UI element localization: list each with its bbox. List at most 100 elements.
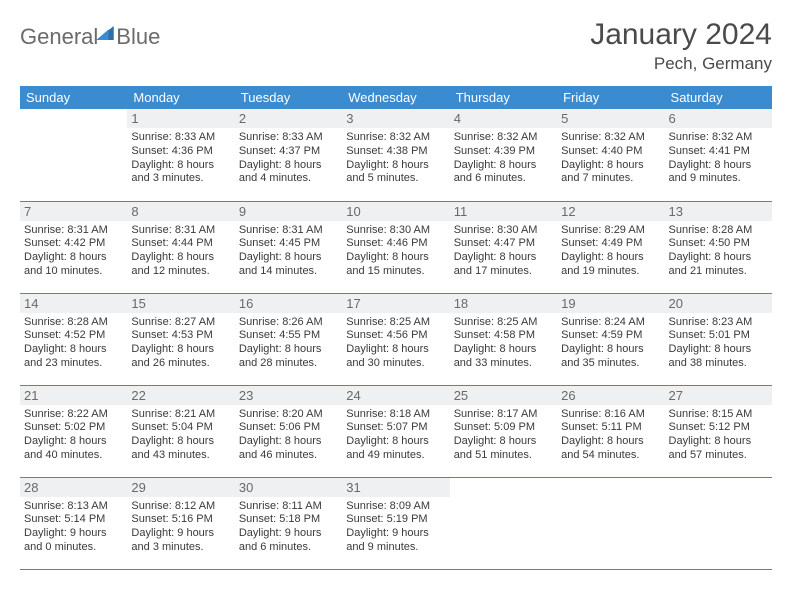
calendar-cell: 17 Sunrise: 8:25 AMSunset: 4:56 PMDayligh…	[342, 293, 449, 385]
calendar-cell: 24Sunrise: 8:18 AMSunset: 5:07 PMDayligh…	[342, 385, 449, 477]
day-lines: Sunrise: 8:32 AMSunset: 4:39 PMDaylight:…	[454, 131, 553, 186]
day-number: 7	[20, 202, 127, 221]
calendar-cell: 3 Sunrise: 8:32 AMSunset: 4:38 PMDaylight…	[342, 109, 449, 201]
calendar-cell: 27 Sunrise: 8:15 AMSunset: 5:12 PMDayligh…	[665, 385, 772, 477]
day-number: 3	[342, 109, 449, 128]
calendar-body: 1 Sunrise: 8:33 AMSunset: 4:36 PMDaylight…	[20, 109, 772, 569]
weekday-header: Tuesday	[235, 86, 342, 109]
day-number: 26	[557, 386, 664, 405]
day-lines: Sunrise: 8:12 AMSunset: 5:16 PMDaylight:…	[131, 500, 230, 555]
calendar-cell	[450, 477, 557, 569]
day-lines: Sunrise: 8:31 AMSunset: 4:45 PMDaylight:…	[239, 224, 338, 279]
weekday-header: Sunday	[20, 86, 127, 109]
calendar-cell: 14 Sunrise: 8:28 AMSunset: 4:52 PMDayligh…	[20, 293, 127, 385]
day-lines: Sunrise: 8:28 AMSunset: 4:52 PMDaylight:…	[24, 316, 123, 371]
calendar-week-row: 28Sunrise: 8:13 AMSunset: 5:14 PMDayligh…	[20, 477, 772, 569]
day-lines: Sunrise: 8:24 AMSunset: 4:59 PMDaylight:…	[561, 316, 660, 371]
calendar-cell: 2 Sunrise: 8:33 AMSunset: 4:37 PMDaylight…	[235, 109, 342, 201]
day-lines: Sunrise: 8:16 AMSunset: 5:11 PMDaylight:…	[561, 408, 660, 463]
day-lines: Sunrise: 8:17 AMSunset: 5:09 PMDaylight:…	[454, 408, 553, 463]
calendar-cell	[20, 109, 127, 201]
day-lines: Sunrise: 8:26 AMSunset: 4:55 PMDaylight:…	[239, 316, 338, 371]
day-lines: Sunrise: 8:21 AMSunset: 5:04 PMDaylight:…	[131, 408, 230, 463]
day-number: 23	[235, 386, 342, 405]
brand-logo: General Blue	[20, 18, 160, 50]
day-number: 15	[127, 294, 234, 313]
day-number: 13	[665, 202, 772, 221]
day-lines: Sunrise: 8:33 AMSunset: 4:37 PMDaylight:…	[239, 131, 338, 186]
calendar-cell: 30 Sunrise: 8:11 AMSunset: 5:18 PMDayligh…	[235, 477, 342, 569]
day-lines: Sunrise: 8:27 AMSunset: 4:53 PMDaylight:…	[131, 316, 230, 371]
day-lines: Sunrise: 8:23 AMSunset: 5:01 PMDaylight:…	[669, 316, 768, 371]
day-lines: Sunrise: 8:31 AMSunset: 4:44 PMDaylight:…	[131, 224, 230, 279]
calendar-cell: 11 Sunrise: 8:30 AMSunset: 4:47 PMDayligh…	[450, 201, 557, 293]
calendar-cell: 8 Sunrise: 8:31 AMSunset: 4:44 PMDaylight…	[127, 201, 234, 293]
calendar-cell: 31 Sunrise: 8:09 AMSunset: 5:19 PMDayligh…	[342, 477, 449, 569]
day-number: 30	[235, 478, 342, 497]
day-number: 24	[342, 386, 449, 405]
day-number: 18	[450, 294, 557, 313]
day-lines: Sunrise: 8:30 AMSunset: 4:47 PMDaylight:…	[454, 224, 553, 279]
calendar-cell: 22Sunrise: 8:21 AMSunset: 5:04 PMDayligh…	[127, 385, 234, 477]
day-number: 19	[557, 294, 664, 313]
weekday-header: Wednesday	[342, 86, 449, 109]
day-lines: Sunrise: 8:33 AMSunset: 4:36 PMDaylight:…	[131, 131, 230, 186]
weekday-header: Thursday	[450, 86, 557, 109]
day-lines: Sunrise: 8:25 AMSunset: 4:56 PMDaylight:…	[346, 316, 445, 371]
day-lines: Sunrise: 8:15 AMSunset: 5:12 PMDaylight:…	[669, 408, 768, 463]
day-number: 28	[20, 478, 127, 497]
day-lines: Sunrise: 8:09 AMSunset: 5:19 PMDaylight:…	[346, 500, 445, 555]
calendar-cell: 10 Sunrise: 8:30 AMSunset: 4:46 PMDayligh…	[342, 201, 449, 293]
day-lines: Sunrise: 8:30 AMSunset: 4:46 PMDaylight:…	[346, 224, 445, 279]
day-number: 8	[127, 202, 234, 221]
location-label: Pech, Germany	[590, 54, 772, 74]
day-lines: Sunrise: 8:32 AMSunset: 4:40 PMDaylight:…	[561, 131, 660, 186]
day-number: 31	[342, 478, 449, 497]
calendar-cell: 5Sunrise: 8:32 AMSunset: 4:40 PMDaylight…	[557, 109, 664, 201]
day-number: 21	[20, 386, 127, 405]
calendar-cell: 25Sunrise: 8:17 AMSunset: 5:09 PMDayligh…	[450, 385, 557, 477]
day-number: 12	[557, 202, 664, 221]
calendar-cell: 6Sunrise: 8:32 AMSunset: 4:41 PMDaylight…	[665, 109, 772, 201]
sail-icon	[96, 26, 114, 40]
day-number: 6	[665, 109, 772, 128]
calendar-cell: 15 Sunrise: 8:27 AMSunset: 4:53 PMDayligh…	[127, 293, 234, 385]
day-lines: Sunrise: 8:32 AMSunset: 4:38 PMDaylight:…	[346, 131, 445, 186]
calendar-week-row: 14 Sunrise: 8:28 AMSunset: 4:52 PMDayligh…	[20, 293, 772, 385]
calendar-cell: 21 Sunrise: 8:22 AMSunset: 5:02 PMDayligh…	[20, 385, 127, 477]
brand-word-2: Blue	[116, 24, 160, 50]
day-number: 4	[450, 109, 557, 128]
day-lines: Sunrise: 8:11 AMSunset: 5:18 PMDaylight:…	[239, 500, 338, 555]
day-number: 2	[235, 109, 342, 128]
day-number: 9	[235, 202, 342, 221]
calendar-cell	[665, 477, 772, 569]
calendar-cell: 4 Sunrise: 8:32 AMSunset: 4:39 PMDaylight…	[450, 109, 557, 201]
calendar-cell: 19 Sunrise: 8:24 AMSunset: 4:59 PMDayligh…	[557, 293, 664, 385]
calendar-week-row: 21 Sunrise: 8:22 AMSunset: 5:02 PMDayligh…	[20, 385, 772, 477]
day-number: 10	[342, 202, 449, 221]
calendar-cell	[557, 477, 664, 569]
calendar-week-row: 7Sunrise: 8:31 AMSunset: 4:42 PMDaylight…	[20, 201, 772, 293]
day-lines: Sunrise: 8:28 AMSunset: 4:50 PMDaylight:…	[669, 224, 768, 279]
day-number: 11	[450, 202, 557, 221]
weekday-header: Friday	[557, 86, 664, 109]
calendar-cell: 23 Sunrise: 8:20 AMSunset: 5:06 PMDayligh…	[235, 385, 342, 477]
calendar-cell: 9 Sunrise: 8:31 AMSunset: 4:45 PMDaylight…	[235, 201, 342, 293]
calendar-cell: 29 Sunrise: 8:12 AMSunset: 5:16 PMDayligh…	[127, 477, 234, 569]
day-number: 14	[20, 294, 127, 313]
calendar-cell: 13 Sunrise: 8:28 AMSunset: 4:50 PMDayligh…	[665, 201, 772, 293]
calendar-cell: 1 Sunrise: 8:33 AMSunset: 4:36 PMDaylight…	[127, 109, 234, 201]
header: General Blue January 2024 Pech, Germany	[20, 18, 772, 74]
day-number: 17	[342, 294, 449, 313]
calendar-cell: 16Sunrise: 8:26 AMSunset: 4:55 PMDayligh…	[235, 293, 342, 385]
page-title: January 2024	[590, 18, 772, 52]
calendar-cell: 12Sunrise: 8:29 AMSunset: 4:49 PMDayligh…	[557, 201, 664, 293]
calendar-cell: 26 Sunrise: 8:16 AMSunset: 5:11 PMDayligh…	[557, 385, 664, 477]
day-number: 27	[665, 386, 772, 405]
day-number: 1	[127, 109, 234, 128]
day-number: 29	[127, 478, 234, 497]
calendar-week-row: 1 Sunrise: 8:33 AMSunset: 4:36 PMDaylight…	[20, 109, 772, 201]
day-lines: Sunrise: 8:22 AMSunset: 5:02 PMDaylight:…	[24, 408, 123, 463]
calendar-cell: 28Sunrise: 8:13 AMSunset: 5:14 PMDayligh…	[20, 477, 127, 569]
day-lines: Sunrise: 8:20 AMSunset: 5:06 PMDaylight:…	[239, 408, 338, 463]
